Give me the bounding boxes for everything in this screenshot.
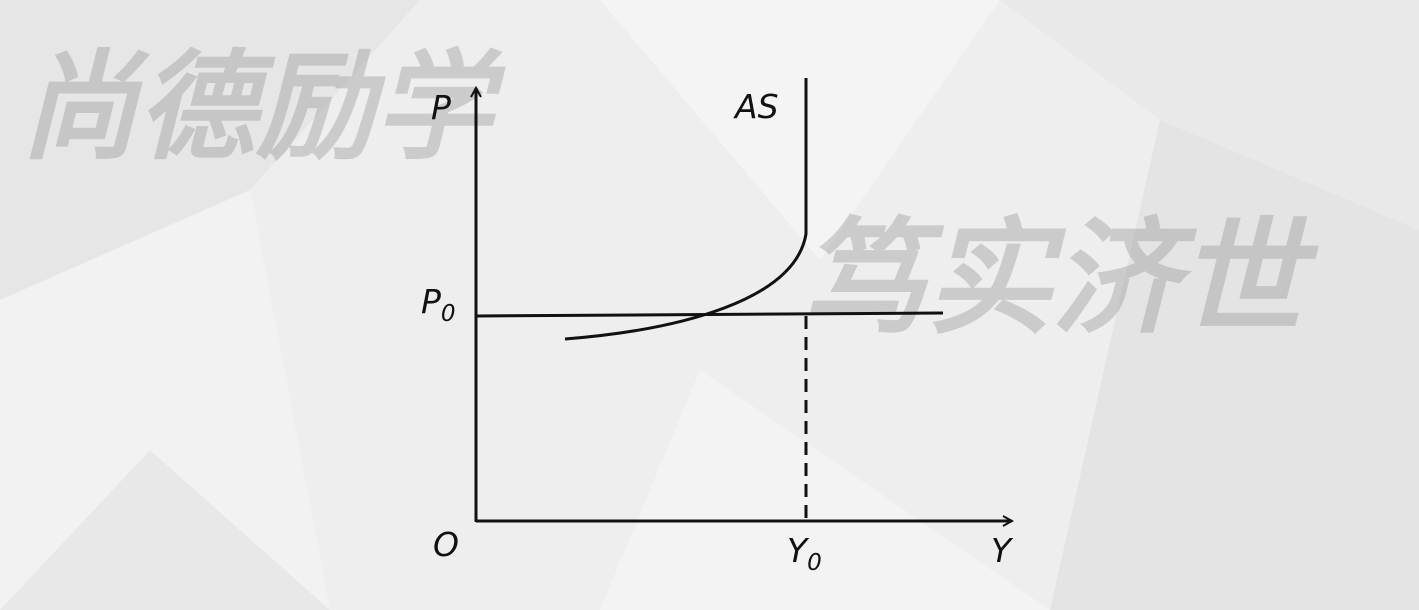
y-axis-label: P (431, 88, 451, 127)
as-curve-label: AS (733, 87, 779, 126)
price-level-base: P (421, 282, 441, 321)
origin-label: O (433, 525, 459, 564)
output-level-subscript: 0 (807, 550, 822, 576)
price-level-label: P0 (421, 282, 456, 327)
price-level-subscript: 0 (441, 301, 456, 327)
output-level-label: Y0 (787, 531, 822, 576)
x-axis-label: Y (991, 531, 1014, 570)
output-level-base: Y (787, 531, 810, 570)
watermark-right: 笃实济世 (800, 204, 1319, 352)
as-curve (564, 78, 808, 341)
watermark-left: 尚德励学 (20, 37, 506, 176)
